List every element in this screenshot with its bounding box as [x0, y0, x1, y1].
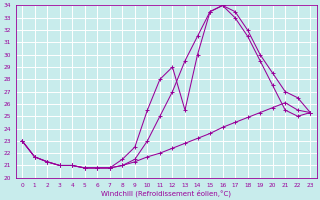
X-axis label: Windchill (Refroidissement éolien,°C): Windchill (Refroidissement éolien,°C)	[101, 189, 231, 197]
